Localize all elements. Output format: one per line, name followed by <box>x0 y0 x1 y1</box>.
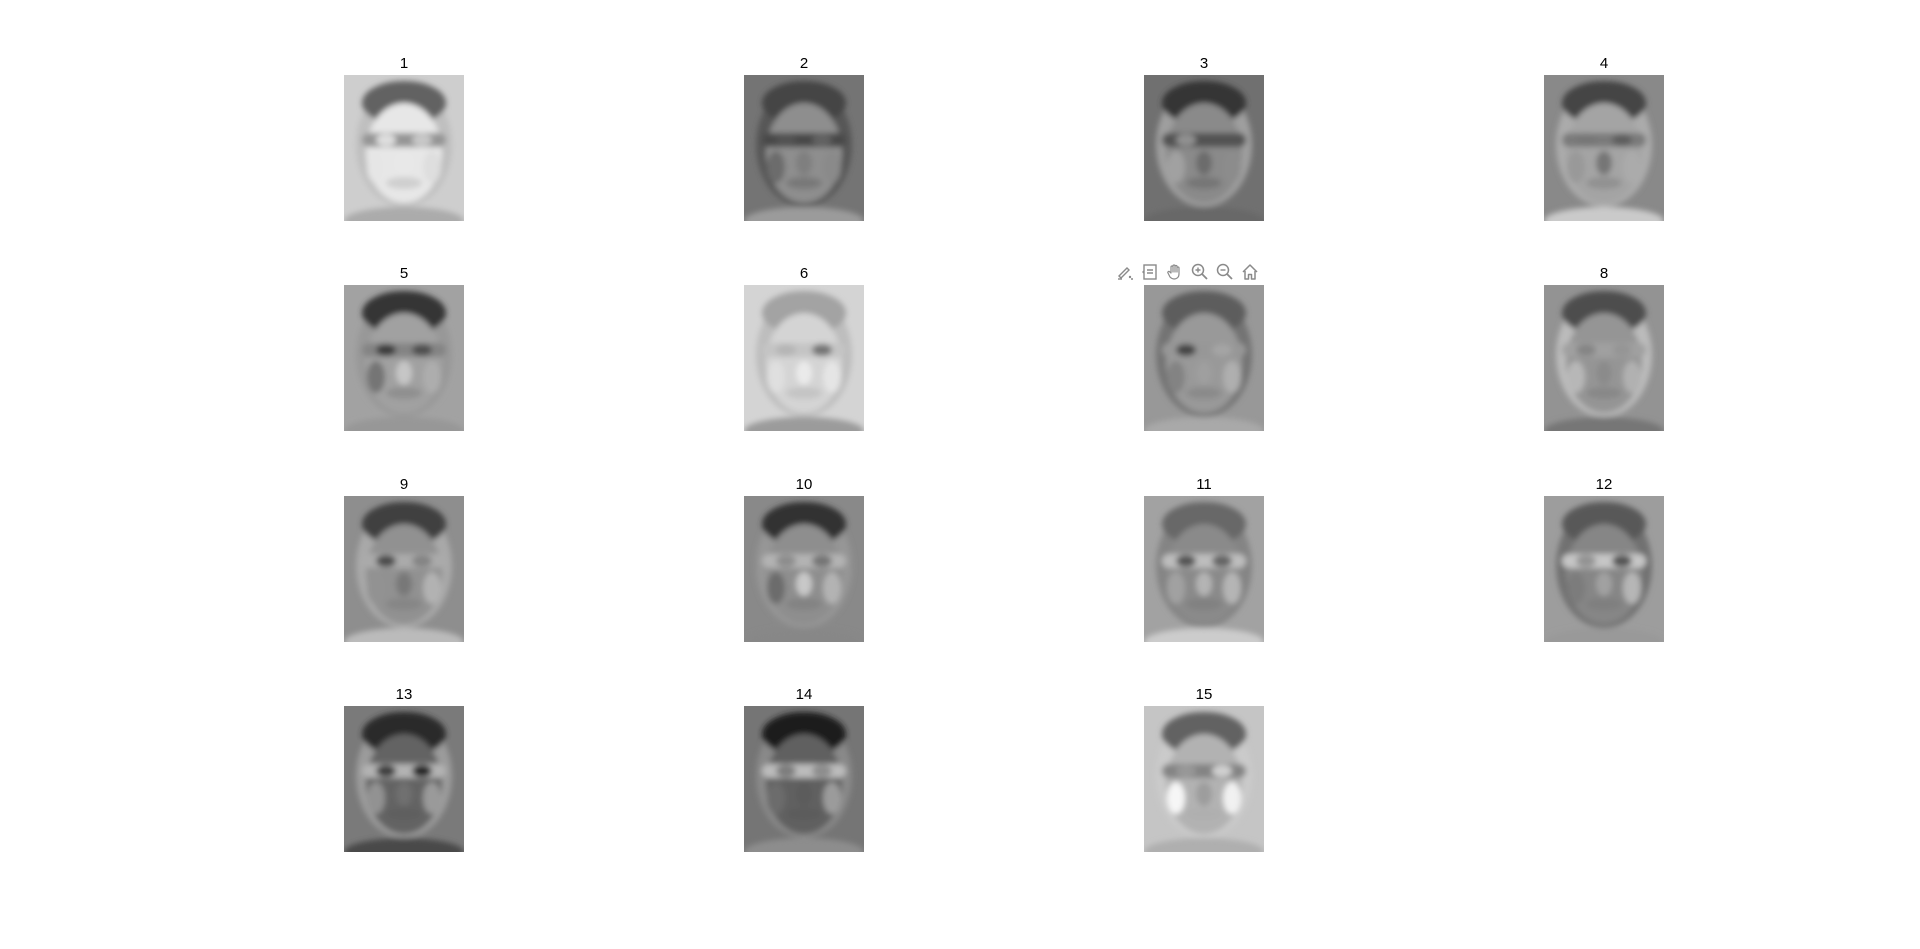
subplot-title: 4 <box>1599 55 1609 72</box>
subplot-title: 3 <box>1199 55 1209 72</box>
eigenface-image <box>1544 496 1664 642</box>
zoom-in-button[interactable] <box>1188 260 1212 284</box>
pan-button[interactable] <box>1163 260 1187 284</box>
zoom-out-icon <box>1216 263 1233 280</box>
brush-icon <box>1118 267 1133 280</box>
subplot-title: 15 <box>1195 686 1213 703</box>
zoom-in-icon <box>1191 263 1208 280</box>
eigenface-image <box>344 75 464 221</box>
eigenface-image <box>1544 285 1664 431</box>
eigenface-image <box>744 496 864 642</box>
eigenface-image <box>744 75 864 221</box>
datatip-icon <box>1142 264 1157 280</box>
zoom-out-button[interactable] <box>1213 260 1237 284</box>
brush-button[interactable] <box>1113 260 1137 284</box>
eigenface-image <box>744 706 864 852</box>
eigenface-image <box>744 285 864 431</box>
subplot-title: 1 <box>399 55 409 72</box>
axes-toolbar <box>1113 260 1262 284</box>
eigenface-image <box>344 496 464 642</box>
subplot-title: 5 <box>399 265 409 282</box>
eigenface-image <box>344 285 464 431</box>
subplot-title: 10 <box>795 476 813 493</box>
subplot-title: 11 <box>1196 476 1212 493</box>
eigenface-image <box>1144 496 1264 642</box>
home-button[interactable] <box>1238 260 1262 284</box>
pan-hand-icon <box>1167 264 1180 280</box>
subplot-title: 12 <box>1595 476 1613 493</box>
eigenface-image <box>1144 285 1264 431</box>
eigenface-image <box>344 706 464 852</box>
subplot-title: 13 <box>395 686 413 703</box>
eigenface-image <box>1144 706 1264 852</box>
datatip-button[interactable] <box>1138 260 1162 284</box>
home-icon <box>1242 264 1258 280</box>
subplot-title: 9 <box>399 476 409 493</box>
subplot-title: 2 <box>799 55 809 72</box>
eigenface-image <box>1144 75 1264 221</box>
eigenface-image <box>1544 75 1664 221</box>
subplot-title: 14 <box>795 686 813 703</box>
subplot-title: 8 <box>1599 265 1609 282</box>
subplot-title: 6 <box>799 265 809 282</box>
